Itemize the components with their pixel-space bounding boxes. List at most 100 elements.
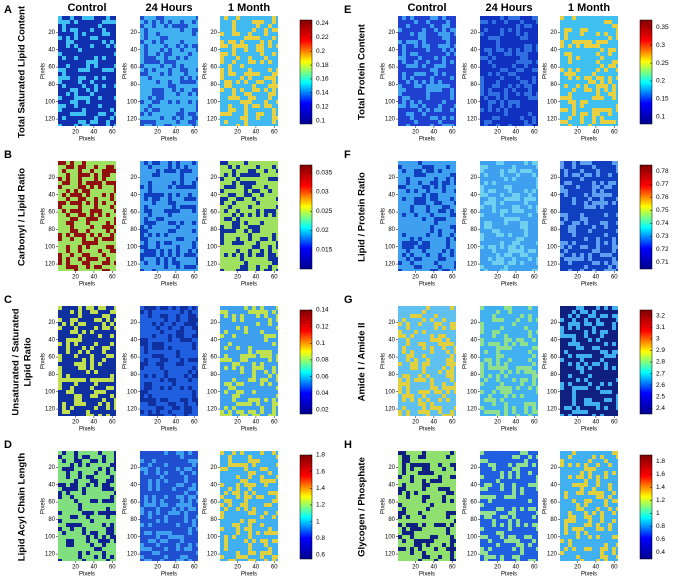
heatmap-cell — [414, 173, 418, 177]
heatmap-cell — [410, 16, 414, 20]
heatmap-cell — [500, 386, 504, 390]
heatmap-cell — [86, 100, 90, 104]
heatmap-cell — [450, 547, 454, 551]
heatmap-cell — [496, 531, 500, 535]
x-tick-label: 40 — [513, 565, 520, 571]
heatmap-cell — [454, 237, 456, 241]
heatmap-cell — [488, 48, 492, 52]
heatmap-cell — [272, 88, 276, 92]
heatmap-cell — [600, 330, 604, 334]
heatmap-cell — [576, 475, 580, 479]
heatmap-cell — [260, 330, 264, 334]
heatmap-cell — [58, 527, 62, 531]
heatmap-cell — [592, 201, 596, 205]
heatmap-cell — [268, 479, 272, 483]
y-tick-label: 40 — [470, 482, 477, 488]
heatmap-cell — [584, 100, 588, 104]
heatmap-cell — [156, 257, 160, 261]
heatmap-cell — [152, 120, 156, 124]
colorbar-tick-label: 0.12 — [316, 103, 329, 110]
heatmap-cell — [256, 80, 260, 84]
heatmap-cell — [484, 535, 488, 539]
heatmap-cell — [402, 511, 406, 515]
heatmap-cell — [524, 523, 528, 527]
heatmap-cell — [414, 60, 418, 64]
heatmap-cell — [572, 527, 576, 531]
heatmap-cell — [106, 44, 110, 48]
x-tick-label: 40 — [513, 420, 520, 426]
heatmap-cell — [596, 52, 600, 56]
heatmap-cell — [488, 52, 492, 56]
heatmap-cell — [568, 342, 572, 346]
heatmap-cell — [406, 342, 410, 346]
heatmap-cell — [70, 201, 74, 205]
y-tick-label: 100 — [547, 534, 558, 540]
heatmap-cell — [584, 161, 588, 165]
heatmap-cell — [268, 322, 272, 326]
heatmap-cell — [496, 80, 500, 84]
heatmap-cell — [536, 386, 538, 390]
heatmap-cell — [524, 459, 528, 463]
heatmap-cell — [252, 229, 256, 233]
heatmap-cell — [426, 92, 430, 96]
y-tick-label: 80 — [130, 372, 137, 378]
heatmap-cell — [430, 225, 434, 229]
heatmap-cell — [492, 366, 496, 370]
heatmap-cell — [168, 338, 172, 342]
colorbar-tick-label: 0.06 — [316, 373, 329, 380]
heatmap-cell — [508, 261, 512, 265]
heatmap-cell — [256, 322, 260, 326]
heatmap-cell — [532, 354, 536, 358]
heatmap-cell — [168, 402, 172, 406]
heatmap-cell — [264, 511, 268, 515]
heatmap-cell — [520, 225, 524, 229]
heatmap-cell — [524, 92, 528, 96]
heatmap-cell — [588, 124, 592, 126]
heatmap-cell — [524, 402, 528, 406]
heatmap-cell — [434, 269, 438, 271]
heatmap-cell — [82, 237, 86, 241]
heatmap-cell — [188, 120, 192, 124]
heatmap-cell — [260, 475, 264, 479]
heatmap-cell — [616, 76, 618, 80]
heatmap-cell — [272, 177, 276, 181]
heatmap-cell — [98, 185, 102, 189]
heatmap-cell — [244, 104, 248, 108]
heatmap-cell — [248, 378, 252, 382]
heatmap-cell — [604, 406, 608, 410]
x-axis-label: Pixels — [419, 427, 435, 433]
heatmap-cell — [430, 338, 434, 342]
heatmap-cell — [152, 108, 156, 112]
heatmap-cell — [244, 100, 248, 104]
heatmap-cell — [86, 173, 90, 177]
heatmap-cell — [156, 471, 160, 475]
heatmap-cell — [608, 181, 612, 185]
heatmap-cell — [276, 374, 278, 378]
heatmap-cell — [188, 76, 192, 80]
heatmap-cell — [232, 169, 236, 173]
heatmap-cell — [584, 265, 588, 269]
heatmap-cell — [58, 261, 62, 265]
heatmap-cell — [480, 108, 484, 112]
column-title: 1 Month — [568, 2, 610, 14]
heatmap-cell — [168, 378, 172, 382]
heatmap-cell — [148, 181, 152, 185]
heatmap-cell — [442, 36, 446, 40]
heatmap-cell — [168, 346, 172, 350]
heatmap-cell — [248, 455, 252, 459]
heatmap-cell — [232, 225, 236, 229]
heatmap-cell — [188, 487, 192, 491]
heatmap-cell — [236, 382, 240, 386]
heatmap-cell — [240, 213, 244, 217]
heatmap-cell — [508, 539, 512, 543]
heatmap-cell — [484, 487, 488, 491]
heatmap-cell — [264, 269, 268, 271]
heatmap-cell — [156, 60, 160, 64]
heatmap-cell — [492, 245, 496, 249]
heatmap-cell — [66, 390, 70, 394]
heatmap-cell — [188, 503, 192, 507]
heatmap-cell — [74, 382, 78, 386]
heatmap-cell — [66, 40, 70, 44]
heatmap-cell — [508, 370, 512, 374]
y-axis-label: Pixels — [543, 353, 549, 369]
